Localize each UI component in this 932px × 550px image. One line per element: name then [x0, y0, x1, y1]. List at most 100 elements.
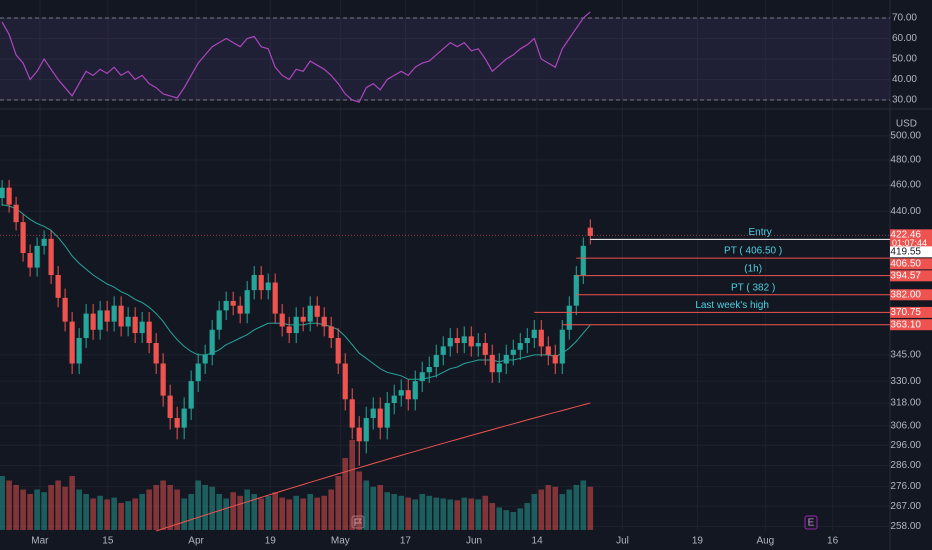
candle-body [83, 313, 89, 339]
candle-body [146, 321, 152, 344]
volume-bar [48, 485, 54, 530]
candle-body [433, 354, 439, 367]
candle-body [538, 329, 544, 347]
volume-bar [272, 492, 278, 530]
earnings-marker: E [808, 518, 815, 529]
rsi-tick-label: 70.00 [892, 13, 917, 24]
volume-bar [139, 494, 145, 530]
volume-bar [13, 485, 19, 530]
volume-bar [153, 485, 159, 530]
candle-body [230, 300, 236, 306]
candle-body [307, 305, 313, 322]
candle-body [160, 363, 166, 396]
candle-body [377, 408, 383, 428]
candle-body [559, 329, 565, 364]
candle-body [496, 363, 502, 373]
volume-bar [545, 485, 552, 530]
x-tick-label: 14 [532, 536, 544, 547]
volume-bar [90, 498, 96, 530]
volume-bar [531, 494, 538, 530]
volume-bar [433, 497, 440, 530]
rsi-band [0, 18, 890, 101]
rsi-line [1, 11, 591, 103]
rsi-tick-label: 40.00 [892, 74, 917, 85]
volume-bar [489, 503, 496, 530]
x-tick-label: 15 [102, 536, 114, 547]
y-tick-label: 258.00 [890, 521, 921, 532]
rsi-tick-label: 50.00 [892, 54, 917, 65]
candle-body [195, 363, 201, 382]
volume-bar [419, 494, 426, 530]
volume-bar [426, 495, 433, 530]
volume-bar [482, 495, 489, 530]
candle-body [363, 418, 369, 442]
candle-body [531, 329, 537, 339]
candle-body [55, 275, 61, 298]
volume-bar [104, 499, 110, 530]
volume-bar [41, 492, 47, 530]
rsi-tick-label: 30.00 [892, 95, 917, 106]
volume-bar [461, 497, 468, 530]
volume-bar [0, 476, 5, 530]
volume-bar [195, 480, 201, 530]
candle-body [391, 395, 397, 403]
volume-bar [559, 494, 566, 530]
volume-bar [230, 492, 236, 530]
volume-bar [314, 497, 321, 530]
candle-body [356, 427, 362, 442]
volume-bar [321, 495, 328, 530]
volume-bar [440, 498, 447, 530]
volume-bar [356, 471, 363, 530]
candle-body [503, 354, 509, 364]
candle-body [153, 343, 159, 364]
candle-body [118, 305, 124, 327]
volume-bar [349, 440, 356, 530]
candle-body [244, 290, 250, 314]
candle-body [62, 297, 68, 322]
candle-body [27, 253, 33, 268]
volume-bar [251, 494, 257, 530]
candle-body [174, 418, 180, 428]
volume-bar [34, 489, 40, 530]
candle-body [545, 346, 551, 355]
level-price-box [890, 289, 932, 301]
volume-bar [69, 476, 75, 530]
candle-body [398, 390, 404, 396]
volume-bar [146, 489, 152, 530]
volume-bar [27, 494, 33, 530]
volume-bar [447, 499, 454, 530]
volume-bar [188, 494, 194, 530]
candle-body [90, 313, 96, 330]
volume-bar [132, 498, 138, 530]
y-tick-label: 345.00 [890, 350, 921, 361]
candle-body [34, 245, 40, 268]
slow-ma-line [156, 402, 591, 532]
volume-bar [370, 486, 377, 530]
level-price-label: 382.00 [890, 289, 921, 300]
volume-bar [566, 489, 573, 530]
currency-label: USD [896, 119, 917, 130]
candle-body [20, 222, 26, 254]
candle-body [426, 366, 432, 373]
candle-body [132, 316, 138, 334]
volume-bar [300, 498, 307, 530]
x-tick-label: Mar [31, 536, 49, 547]
candle-body [489, 354, 495, 373]
level-price-label: 363.10 [890, 319, 921, 330]
candle-body [573, 275, 579, 306]
candle-body [76, 338, 82, 364]
last-price-box [890, 229, 932, 250]
candle-body [566, 305, 572, 330]
volume-bar [258, 498, 264, 530]
candle-body [342, 363, 348, 400]
level-price-label: 419.55 [890, 246, 921, 257]
level-price-label: 406.50 [890, 258, 921, 269]
volume-bar [174, 489, 180, 530]
volume-bar [111, 497, 117, 530]
level-price-box [890, 319, 932, 331]
x-tick-label: Jul [616, 536, 629, 547]
volume-bar [307, 494, 314, 530]
volume-bar [55, 480, 61, 530]
candle-body [300, 316, 306, 322]
